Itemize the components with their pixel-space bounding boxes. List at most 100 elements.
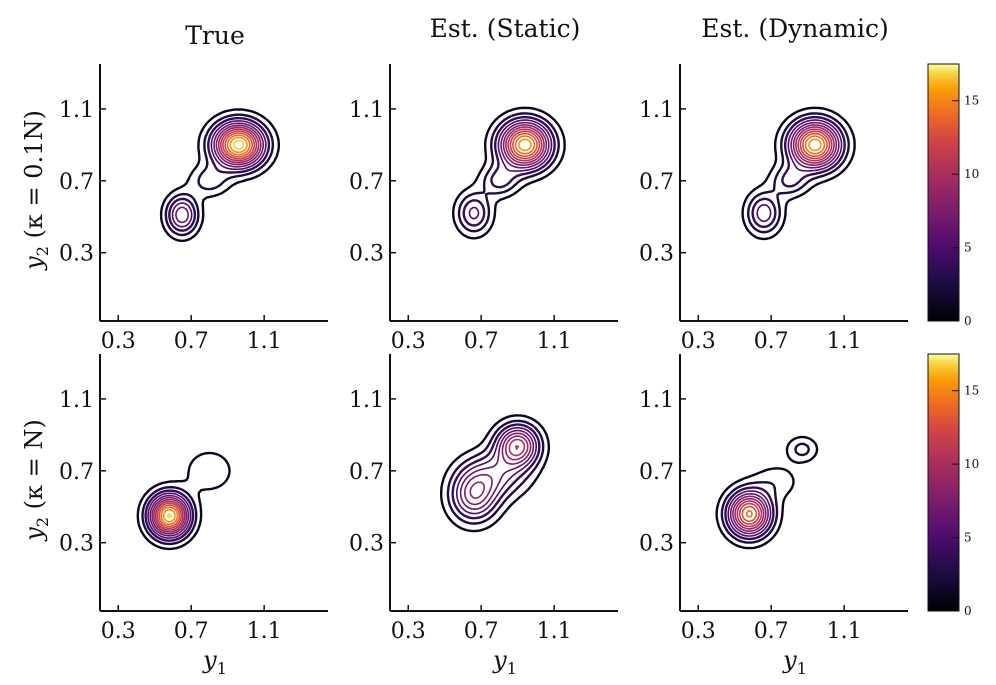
x-tick-label: 0.3 [391,619,426,644]
contour-line [512,132,538,158]
xlabel-col-2-main: y [492,646,507,674]
contour-line [159,108,280,242]
contour-line [222,130,256,160]
contour-line [508,438,526,457]
panel-1-2: 0.3 0.7 1.1 0.3 0.7 1.1 [349,64,618,354]
x-tick-label: 0.7 [174,329,209,354]
contour-line [457,112,560,233]
contour-line [164,113,274,237]
colorbar-tick-label: 5 [964,241,972,255]
colorbar-tick-label: 10 [964,457,979,471]
contour-line [500,121,550,169]
contour-line [790,121,840,169]
contour-line [440,414,550,533]
colorbar-top: 0 5 10 15 [927,63,979,328]
y-tick-label: 1.1 [639,388,674,413]
xlabel-col-1-sub: 1 [217,659,227,678]
contour-line [751,115,846,229]
contour-line [147,492,192,539]
contour-line [507,128,543,162]
contour-line [154,500,184,531]
y-tick-label: 0.7 [349,170,384,195]
xlabel-col-3-main: y [782,646,797,674]
contour-line [151,496,188,535]
row-ylabel-bottom-rest: (κ = N) [20,419,48,517]
row-ylabel-top-main: y [20,256,48,271]
contour-line [144,489,195,542]
y-tick-label: 0.3 [349,242,384,267]
contour-line [464,432,532,506]
xlabel-col-1: y1 [202,646,227,678]
contour-line [720,442,810,544]
y-tick-label: 0.7 [59,460,94,485]
x-tick-label: 0.3 [681,329,716,354]
colorbar-bottom-gradient [927,353,960,612]
contour-line [226,134,251,156]
contour-line [729,493,769,535]
contour-line [514,135,536,155]
contour-line [736,500,763,528]
row-ylabel-bottom-sub: 2 [33,517,52,527]
row-ylabel-bottom: y2 (κ = N) [20,419,52,541]
contour-line [141,486,198,546]
contour-line [233,139,244,150]
colorbar-tick-label: 15 [964,94,979,108]
y-tick-label: 0.3 [349,532,384,557]
panel-2-2: 0.3 0.7 1.1 0.3 0.7 1.1 [349,354,618,644]
contour-line [166,513,173,519]
row-ylabel-top-sub: 2 [33,246,52,256]
contour-line [727,490,772,537]
y-tick-label: 0.3 [59,242,94,267]
contour-line [741,106,856,241]
y-tick-label: 1.1 [349,388,384,413]
y-tick-label: 1.1 [59,98,94,123]
contour-line [156,502,183,530]
column-title-static: Est. (Static) [430,14,581,43]
contour-line [171,120,267,228]
y-tick-label: 0.3 [639,532,674,557]
x-tick-label: 1.1 [827,619,862,644]
contour-line [456,426,537,515]
y-tick-label: 1.1 [639,98,674,123]
panels-group: 0.3 0.7 1.1 0.3 0.7 1.1 0.3 0.7 1.1 0.3 0.7 1.1 0.3 0… [59,64,908,644]
colorbar-tick-label: 10 [964,167,979,181]
contour-line [153,498,186,533]
xlabel-col-3-sub: 1 [797,659,807,678]
x-tick-label: 1.1 [247,329,282,354]
x-tick-label: 0.7 [754,329,789,354]
contour-line [468,119,553,220]
y-tick-label: 1.1 [349,98,384,123]
contour-line [724,486,775,541]
x-tick-label: 0.3 [681,619,716,644]
y-tick-label: 0.3 [59,532,94,557]
y-tick-label: 0.7 [639,460,674,485]
colorbar-top-ticks: 0 5 10 15 [952,94,979,328]
contour-line [747,112,850,234]
contour-line [175,122,264,224]
contour-line [741,505,758,523]
contour-line [459,429,535,510]
xlabel-col-3: y1 [782,646,807,678]
colorbar-top-gradient [927,63,960,322]
contour-line [795,126,835,164]
y-tick-label: 1.1 [59,388,94,413]
x-tick-label: 0.7 [464,329,499,354]
x-tick-label: 0.7 [174,619,209,644]
contour-line [802,132,828,158]
contour-line [804,135,826,155]
contour-line [224,132,253,158]
contour-line [756,119,843,223]
contour-line [799,130,831,160]
contour-line [792,124,838,166]
x-tick-label: 0.3 [391,329,426,354]
colorbar-tick-label: 0 [964,604,972,618]
contour-line [162,508,176,523]
column-title-dynamic: Est. (Dynamic) [701,14,888,43]
contour-line [502,124,548,166]
panel-1-3: 0.3 0.7 1.1 0.3 0.7 1.1 [639,64,908,354]
row-ylabel-bottom-main: y [20,527,48,542]
contour-line [505,126,545,164]
contour-line [446,419,545,525]
contour-line [168,117,271,232]
